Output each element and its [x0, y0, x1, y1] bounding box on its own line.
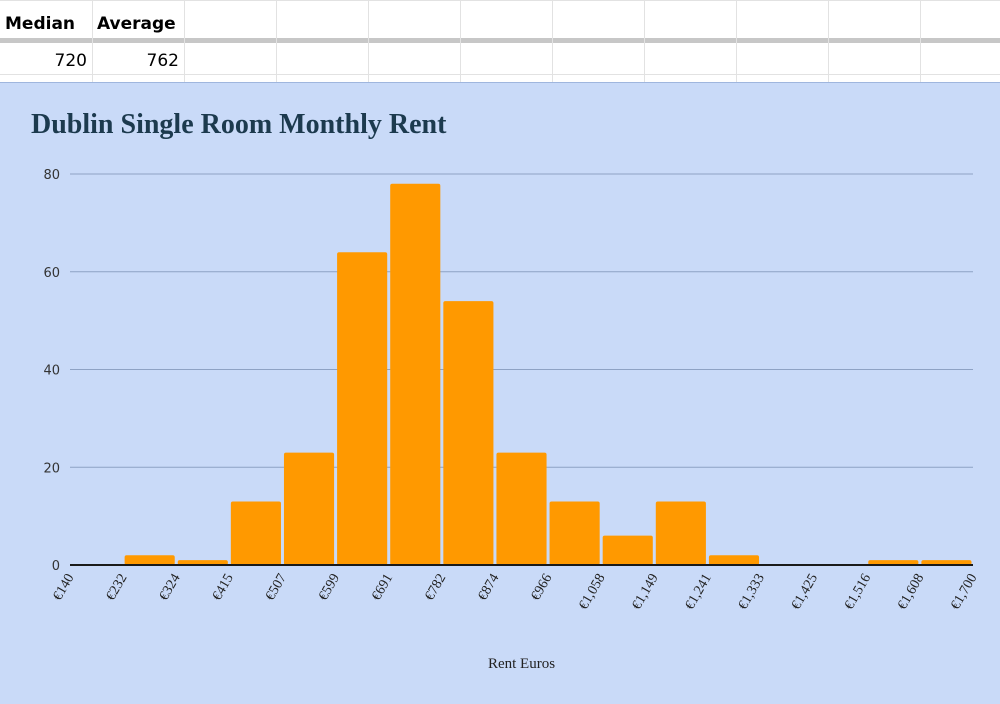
column-divider: [276, 0, 277, 82]
row-divider: [0, 74, 1000, 75]
x-tick-label: €1,425: [789, 572, 821, 613]
y-tick-label: 40: [43, 364, 60, 379]
spreadsheet-strip: Median Average 720 762: [0, 0, 1000, 82]
column-divider: [920, 0, 921, 82]
x-tick-label: €782: [422, 572, 449, 604]
cell-header-average[interactable]: Average: [97, 14, 176, 34]
histogram-bar: [443, 301, 494, 565]
histogram-bar: [230, 501, 281, 565]
cell-header-median[interactable]: Median: [5, 14, 76, 34]
histogram-bar: [708, 555, 760, 565]
histogram-bar: [549, 501, 600, 565]
x-tick-label: €140: [50, 572, 77, 604]
histogram-bar: [868, 560, 919, 565]
histogram-bar: [496, 452, 547, 565]
x-tick-label: €966: [529, 572, 556, 604]
column-divider: [828, 0, 829, 82]
histogram-bar: [921, 560, 972, 565]
x-tick-label: €1,700: [948, 572, 980, 613]
x-axis-title: Rent Euros: [488, 656, 555, 672]
x-tick-label: €415: [210, 572, 237, 604]
histogram-bar: [655, 501, 706, 565]
cell-median-value[interactable]: 720: [54, 51, 87, 71]
histogram-bar: [283, 452, 335, 565]
histogram-bar: [124, 555, 175, 565]
histogram-bar: [390, 183, 441, 565]
column-divider: [736, 0, 737, 82]
column-divider: [552, 0, 553, 82]
x-tick-label: €324: [157, 572, 184, 604]
histogram-bar: [602, 535, 653, 565]
x-tick-label: €232: [104, 572, 131, 604]
x-tick-label: €1,241: [683, 572, 715, 613]
histogram-chart: 0 20 40 60 80 €140 €232 €324 €415 €507 €599 €691 €78…: [43, 168, 980, 672]
frozen-row-divider[interactable]: [0, 38, 1000, 43]
x-tick-label: €691: [369, 572, 396, 604]
x-tick-label: €1,333: [736, 572, 768, 613]
chart-container[interactable]: Dublin Single Room Monthly Rent 0 20 40 60 8…: [0, 82, 1000, 704]
column-divider: [460, 0, 461, 82]
x-tick-label: €1,608: [895, 572, 927, 613]
y-tick-label: 20: [43, 461, 60, 476]
x-tick-label: €874: [475, 572, 502, 604]
x-tick-label: €507: [263, 572, 290, 604]
x-tick-label: €1,516: [842, 572, 874, 613]
x-tick-label: €1,149: [630, 572, 662, 613]
row-divider: [0, 0, 1000, 1]
y-tick-label: 80: [43, 168, 60, 183]
column-divider: [92, 0, 93, 82]
column-divider: [644, 0, 645, 82]
y-tick-label: 60: [43, 266, 60, 281]
cell-average-value[interactable]: 762: [146, 51, 179, 71]
histogram-bar: [177, 560, 228, 565]
x-tick-label: €599: [316, 572, 343, 604]
column-divider: [184, 0, 185, 82]
y-tick-label: 0: [52, 559, 60, 574]
x-tick-label: €1,058: [576, 572, 608, 613]
histogram-bar: [337, 252, 388, 565]
chart-title: Dublin Single Room Monthly Rent: [31, 109, 447, 140]
column-divider: [368, 0, 369, 82]
